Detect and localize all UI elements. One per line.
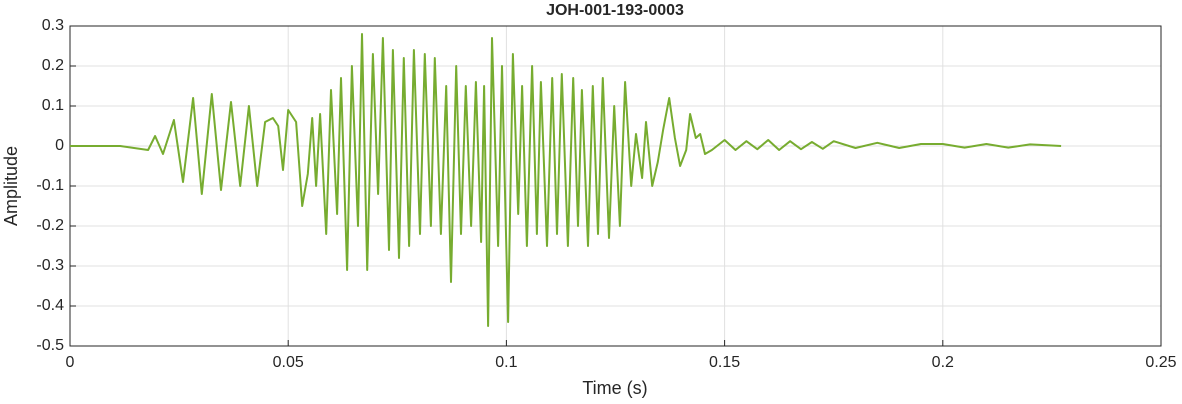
x-axis-label: Time (s) [582,378,647,398]
x-tick-label: 0.15 [709,354,740,371]
y-axis-label: Amplitude [1,146,21,226]
y-tick-label: 0.2 [42,57,64,74]
y-tick-label: -0.2 [36,217,64,234]
x-tick-label: 0.05 [273,354,304,371]
y-tick-label: -0.3 [36,257,64,274]
x-tick-label: 0 [66,354,75,371]
x-tick-label: 0.1 [495,354,517,371]
y-tick-label: -0.4 [36,297,64,314]
x-tick-label: 0.25 [1145,354,1176,371]
y-tick-label: 0.1 [42,97,64,114]
y-tick-label: 0 [55,137,64,154]
y-tick-label: -0.5 [36,337,64,354]
plot-frame [69,25,1162,347]
y-tick-label: 0.3 [42,17,64,34]
y-tick-label: -0.1 [36,177,64,194]
chart-title: JOH-001-193-0003 [546,2,684,19]
x-tick-label: 0.2 [932,354,954,371]
waveform-line [70,33,1062,327]
